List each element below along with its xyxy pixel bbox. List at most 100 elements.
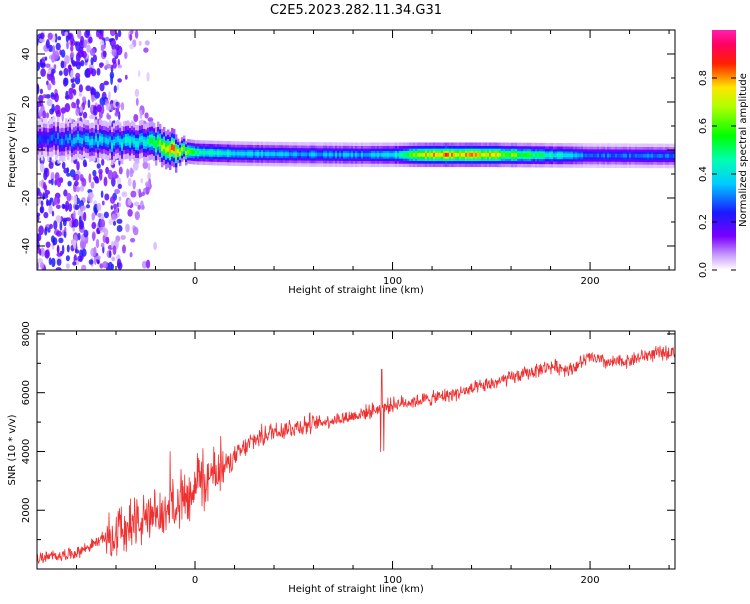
ridge-cell	[87, 136, 90, 143]
ridge-cell	[79, 137, 82, 144]
noise-speckle	[132, 179, 136, 190]
ridge-cell	[573, 153, 576, 158]
noise-speckle	[81, 248, 87, 257]
ridge-cell	[101, 136, 104, 143]
ridge-cell	[157, 137, 160, 144]
ridge-cell	[103, 136, 106, 143]
ridge-cell	[551, 153, 554, 158]
ridge-cell	[655, 154, 658, 158]
ridge-cell	[501, 153, 504, 157]
ridge-cell	[369, 152, 372, 157]
noise-speckle	[65, 200, 70, 211]
noise-speckle	[38, 94, 44, 103]
ridge-cell	[39, 135, 42, 142]
noise-speckle	[50, 235, 55, 243]
noise-speckle	[40, 200, 44, 207]
ridge-cell	[623, 153, 626, 158]
ridge-cell	[557, 153, 560, 158]
noise-speckle	[130, 190, 137, 198]
ridge-cell	[567, 153, 570, 158]
noise-speckle	[121, 191, 128, 198]
noise-speckle	[120, 235, 126, 240]
ridge-cell	[279, 152, 282, 156]
noise-speckle	[55, 42, 61, 51]
ridge-cell	[307, 152, 310, 157]
noise-speckle	[56, 177, 62, 188]
ridge-cell	[411, 152, 414, 157]
noise-speckle	[100, 242, 105, 248]
noise-speckle	[87, 99, 91, 109]
ridge-cell	[373, 152, 376, 157]
colorbar-tick-label: 0.0	[698, 262, 709, 278]
ridge-cell	[303, 152, 306, 157]
noise-speckle	[118, 196, 122, 202]
noise-speckle	[91, 68, 97, 77]
ridge-cell	[209, 150, 212, 155]
ridge-cell	[215, 151, 218, 155]
ridge-cell	[185, 151, 188, 155]
ridge-cell	[523, 153, 526, 157]
ridge-cell	[555, 153, 558, 158]
ridge-cell	[97, 140, 100, 147]
noise-speckle	[56, 230, 62, 237]
noise-speckle	[72, 261, 77, 266]
ridge-cell	[123, 137, 126, 144]
ridge-cell	[265, 152, 268, 156]
ridge-cell	[273, 152, 276, 156]
ridge-cell	[543, 153, 546, 158]
ridge-cell	[189, 149, 192, 154]
ridge-cell	[597, 153, 600, 158]
ridge-cell	[535, 153, 538, 157]
noise-speckle	[48, 179, 52, 184]
ridge-cell	[671, 154, 674, 158]
ridge-cell	[463, 152, 466, 157]
noise-speckle	[71, 101, 76, 109]
noise-speckle	[116, 45, 123, 56]
ridge-cell	[643, 153, 646, 158]
ridge-cell	[349, 152, 352, 157]
ridge-cell	[167, 145, 170, 152]
noise-speckle	[37, 233, 40, 243]
noise-speckle	[100, 104, 105, 115]
y-tick-label: -20	[21, 190, 32, 206]
noise-speckle	[45, 241, 51, 248]
noise-speckle	[77, 49, 83, 58]
noise-speckle	[134, 211, 140, 221]
noise-speckle	[92, 54, 97, 63]
ridge-cell	[63, 138, 66, 145]
ridge-cell	[493, 152, 496, 157]
ridge-cell	[257, 152, 260, 156]
noise-speckle	[102, 44, 106, 50]
noise-speckle	[80, 35, 85, 46]
noise-speckle	[75, 108, 80, 116]
ridge-cell	[617, 153, 620, 158]
noise-speckle	[76, 161, 80, 171]
noise-speckle	[70, 77, 75, 84]
spectrogram-ticks: 0 100 200 -40 -20 0 20 40	[21, 29, 675, 287]
ridge-cell	[341, 152, 344, 157]
noise-speckle	[78, 92, 82, 97]
ridge-cell	[293, 152, 296, 157]
noise-speckle	[50, 92, 55, 98]
ridge-cell	[107, 138, 110, 145]
ridge-cell	[277, 152, 280, 156]
noise-speckle	[66, 41, 69, 50]
ridge-cell	[335, 152, 338, 157]
noise-speckle	[39, 163, 45, 173]
noise-speckle	[127, 178, 132, 187]
ridge-cell	[381, 152, 384, 157]
noise-speckle	[51, 257, 56, 268]
ridge-cell	[647, 153, 650, 158]
noise-speckle	[116, 83, 120, 91]
noise-speckle	[145, 181, 150, 188]
y-tick-label: 20	[21, 96, 32, 109]
noise-speckle	[64, 31, 68, 37]
ridge-cell	[171, 144, 174, 151]
noise-speckle	[53, 220, 58, 230]
ridge-cell	[321, 152, 324, 157]
noise-speckle	[107, 169, 113, 180]
noise-speckle	[138, 41, 142, 46]
ridge-cell	[511, 153, 514, 157]
ridge-cell	[365, 152, 368, 157]
